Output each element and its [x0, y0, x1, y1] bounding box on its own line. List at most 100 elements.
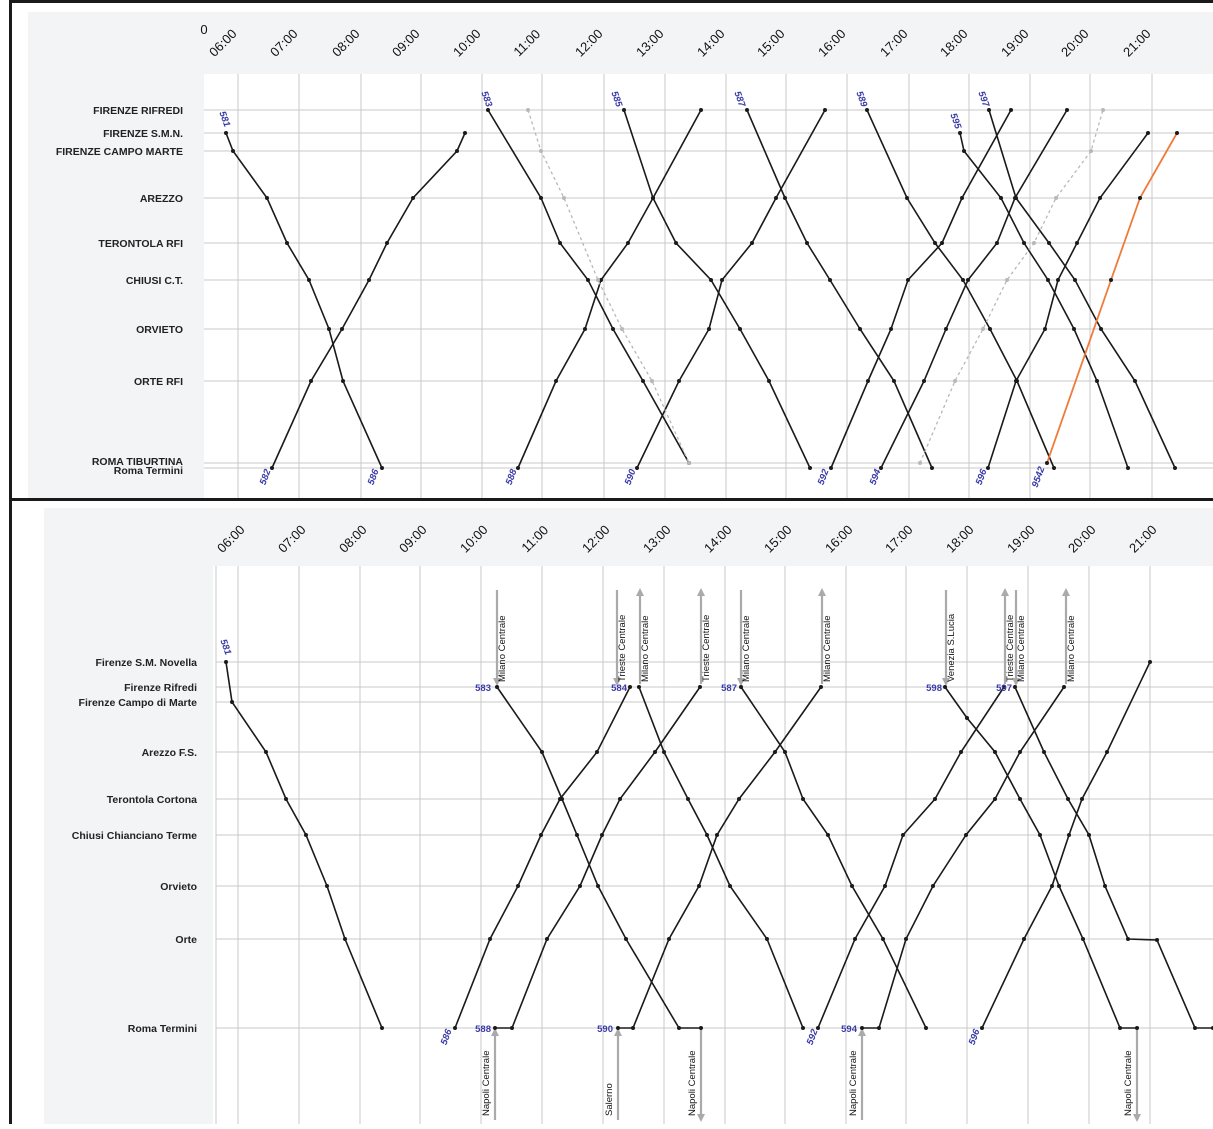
top-station-roma-termini: Roma Termini — [114, 465, 183, 477]
bottom-stop-dot — [380, 1026, 384, 1030]
bottom-train-number-583: 583 — [475, 683, 491, 694]
top-partial-hour-label: 0 — [200, 22, 207, 37]
bottom-station-firenze-rifredi: Firenze Rifredi — [124, 682, 197, 694]
bottom-stop-dot — [628, 685, 632, 689]
bottom-stop-dot — [284, 797, 288, 801]
bottom-stop-dot — [540, 750, 544, 754]
bottom-stop-dot — [343, 937, 347, 941]
bottom-stop-dot — [578, 884, 582, 888]
top-stop-dot — [879, 466, 883, 470]
bottom-train-number-592: 592 — [805, 1027, 821, 1046]
top-station-orvieto: ORVIETO — [136, 324, 183, 336]
top-stop-dot — [1072, 327, 1076, 331]
top-stop-dot — [307, 278, 311, 282]
bottom-stop-dot — [1080, 797, 1084, 801]
top-stop-dot — [774, 196, 778, 200]
top-stop-dot — [265, 196, 269, 200]
top-stop-dot — [1065, 108, 1069, 112]
bottom-stop-dot — [993, 750, 997, 754]
top-station-roma-tiburtina: ROMA TIBURTINA — [92, 456, 184, 468]
bottom-stop-dot — [826, 833, 830, 837]
bottom-destination-north: Milano Centrale — [1016, 615, 1027, 682]
top-stop-dot — [463, 131, 467, 135]
bottom-stop-dot — [801, 797, 805, 801]
top-highlight-dot — [1109, 278, 1113, 282]
bottom-destination-north: Milano Centrale — [640, 615, 651, 682]
bottom-stop-dot — [624, 937, 628, 941]
bottom-stop-dot — [959, 750, 963, 754]
bottom-station-roma-termini: Roma Termini — [128, 1023, 197, 1035]
top-stop-dot — [285, 241, 289, 245]
bottom-stop-dot — [493, 1026, 497, 1030]
top-train-number-589: 589 — [853, 90, 869, 109]
top-stop-dot — [922, 379, 926, 383]
top-station-orte-rfi: ORTE RFI — [134, 376, 183, 388]
bottom-stop-dot — [1135, 1026, 1139, 1030]
bottom-north-arrow-head — [1012, 678, 1020, 686]
top-stop-dot — [1146, 131, 1150, 135]
bottom-stop-dot — [637, 685, 641, 689]
top-cancelled-dot — [1032, 241, 1036, 245]
bottom-stop-dot — [773, 750, 777, 754]
bottom-destination-south: Napoli Centrale — [481, 1051, 492, 1116]
top-stop-dot — [866, 379, 870, 383]
top-stop-dot — [858, 327, 862, 331]
top-stop-dot — [738, 327, 742, 331]
bottom-destination-north: Venezia S.Lucia — [946, 613, 957, 682]
bottom-stop-dot — [1050, 884, 1054, 888]
top-stop-dot — [622, 108, 626, 112]
top-stop-dot — [1052, 466, 1056, 470]
bottom-station-labels: Firenze S.M. Novella Firenze Rifredi Firen… — [72, 657, 197, 1035]
bottom-stop-dot — [819, 685, 823, 689]
bottom-stop-dot — [1105, 750, 1109, 754]
top-station-label-column — [28, 12, 204, 498]
bottom-destination-labels: Milano Centrale Trieste Centrale Milano Ce… — [481, 613, 1134, 1116]
top-stop-dot — [558, 241, 562, 245]
bottom-stop-dot — [595, 750, 599, 754]
top-stop-dot — [999, 196, 1003, 200]
bottom-stop-dot — [1067, 833, 1071, 837]
top-stop-dot — [767, 379, 771, 383]
bottom-stop-dot — [616, 1026, 620, 1030]
top-stop-dot — [327, 327, 331, 331]
top-stop-dot — [651, 196, 655, 200]
bottom-stop-dot — [993, 797, 997, 801]
top-stop-dot — [554, 379, 558, 383]
top-stop-dot — [906, 278, 910, 282]
top-train-paths — [224, 108, 1179, 470]
top-train-number-592: 592 — [816, 467, 832, 486]
top-train-number-588: 588 — [504, 467, 520, 486]
top-stop-dot — [707, 327, 711, 331]
bottom-train-path — [618, 686, 822, 1029]
top-stop-dot — [516, 466, 520, 470]
top-stop-dot — [1075, 241, 1079, 245]
top-train-number-596: 596 — [974, 467, 990, 486]
bottom-stop-dot — [453, 1026, 457, 1030]
bottom-station-chiusi-chianciano-terme: Chiusi Chianciano Terme — [72, 830, 197, 842]
top-stop-dot — [635, 466, 639, 470]
bottom-station-orvieto: Orvieto — [160, 881, 197, 893]
bottom-stop-dot — [1155, 938, 1159, 942]
bottom-destination-north: Milano Centrale — [741, 615, 752, 682]
bottom-stop-dot — [516, 884, 520, 888]
top-cancelled-dot — [1005, 278, 1009, 282]
bottom-time-header — [213, 508, 1213, 566]
top-stop-dot — [1013, 196, 1017, 200]
top-train-number-587: 587 — [731, 90, 747, 109]
bottom-stop-dot — [1066, 797, 1070, 801]
top-train-number-586: 586 — [366, 467, 382, 486]
top-stop-dot — [309, 379, 313, 383]
bottom-stop-dot — [699, 1026, 703, 1030]
bottom-stop-dot — [618, 797, 622, 801]
bottom-train-path — [862, 686, 1065, 1029]
top-stop-dot — [940, 241, 944, 245]
top-cancelled-dot — [1101, 108, 1105, 112]
top-stop-dot — [586, 278, 590, 282]
top-stop-dot — [995, 241, 999, 245]
bottom-destination-north: Trieste Centrale — [1005, 615, 1016, 682]
bottom-stop-dot — [677, 1026, 681, 1030]
bottom-stop-dot — [816, 1026, 820, 1030]
top-stop-dot — [1046, 278, 1050, 282]
top-stop-dot — [805, 241, 809, 245]
